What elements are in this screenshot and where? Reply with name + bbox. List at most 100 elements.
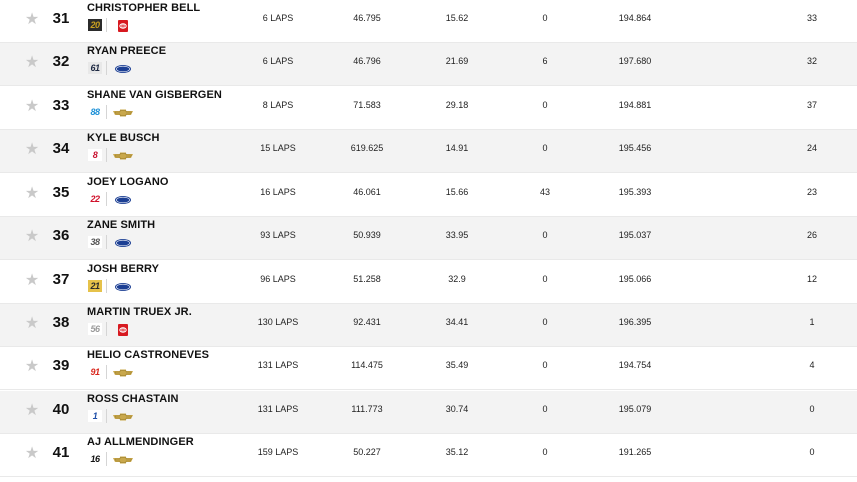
driver-name[interactable]: JOSH BERRY: [87, 263, 160, 275]
row-divider: [0, 346, 857, 347]
speed-cell: 195.066: [618, 274, 652, 284]
car-number-badge: 21: [88, 280, 102, 292]
speed-cell: 196.395: [618, 317, 652, 327]
speed-cell: 195.079: [618, 404, 652, 414]
favorite-star-icon[interactable]: ★: [24, 141, 40, 158]
points-cell: 32: [806, 56, 817, 66]
gap-cell: 33.95: [445, 230, 469, 240]
gap-cell: 30.74: [445, 404, 469, 414]
laps-led-cell: 0: [542, 230, 548, 240]
badge-divider: [106, 409, 107, 423]
row-divider: [0, 216, 857, 217]
badge-divider: [106, 235, 107, 249]
toyota-logo-icon: [112, 19, 134, 32]
laps-cell: 8 LAPS: [262, 100, 294, 110]
position: 40: [52, 401, 70, 418]
laps-led-cell: 0: [542, 404, 548, 414]
row-divider: [0, 389, 857, 390]
car-number-badge: 61: [88, 62, 102, 74]
badge-divider: [106, 105, 107, 119]
driver-name[interactable]: AJ ALLMENDINGER: [87, 436, 194, 448]
chevrolet-logo-icon: [112, 366, 134, 378]
speed-cell: 195.456: [618, 143, 652, 153]
car-number-badge: 88: [88, 106, 102, 118]
gap-cell: 15.62: [445, 13, 469, 23]
points-cell: 26: [806, 230, 817, 240]
favorite-star-icon[interactable]: ★: [24, 54, 40, 71]
time-cell: 619.625: [350, 143, 384, 153]
ford-logo-icon: [112, 62, 134, 74]
speed-cell: 191.265: [618, 447, 652, 457]
favorite-star-icon[interactable]: ★: [24, 272, 40, 289]
table-row: ★ 33 SHANE VAN GISBERGEN 88 8 LAPS 71.583 29.1…: [0, 87, 857, 130]
driver-name[interactable]: MARTIN TRUEX JR.: [87, 306, 192, 318]
favorite-star-icon[interactable]: ★: [24, 228, 40, 245]
speed-cell: 195.037: [618, 230, 652, 240]
laps-led-cell: 0: [542, 360, 548, 370]
time-cell: 46.795: [353, 13, 381, 23]
ford-logo-icon: [112, 193, 134, 205]
table-row: ★ 34 KYLE BUSCH 8 15 LAPS 619.625 14.91 0 195.45…: [0, 130, 857, 173]
speed-cell: 197.680: [618, 56, 652, 66]
driver-name[interactable]: RYAN PREECE: [87, 45, 167, 57]
points-cell: 24: [806, 143, 817, 153]
row-divider: [0, 172, 857, 173]
gap-cell: 14.91: [445, 143, 469, 153]
laps-led-cell: 6: [542, 56, 548, 66]
favorite-star-icon[interactable]: ★: [24, 402, 40, 419]
car-number-badge: 91: [88, 366, 102, 378]
driver-name[interactable]: CHRISTOPHER BELL: [87, 2, 201, 14]
speed-cell: 195.393: [618, 187, 652, 197]
badge-divider: [106, 18, 107, 32]
badge-divider: [106, 452, 107, 466]
car-number-badge: 8: [88, 149, 102, 161]
driver-name[interactable]: ROSS CHASTAIN: [87, 393, 179, 405]
favorite-star-icon[interactable]: ★: [24, 185, 40, 202]
position: 38: [52, 314, 70, 331]
table-row: ★ 41 AJ ALLMENDINGER 16 159 LAPS 50.227 35.12 0…: [0, 434, 857, 477]
position: 33: [52, 97, 70, 114]
laps-led-cell: 0: [542, 100, 548, 110]
driver-name[interactable]: SHANE VAN GISBERGEN: [87, 89, 222, 101]
position: 37: [52, 271, 70, 288]
favorite-star-icon[interactable]: ★: [24, 315, 40, 332]
points-cell: 0: [809, 404, 815, 414]
time-cell: 50.227: [353, 447, 381, 457]
car-number-badge: 22: [88, 193, 102, 205]
position: 31: [52, 10, 70, 27]
driver-name[interactable]: JOEY LOGANO: [87, 176, 169, 188]
driver-name[interactable]: ZANE SMITH: [87, 219, 156, 231]
car-number-badge: 56: [88, 323, 102, 335]
time-cell: 114.475: [351, 360, 383, 370]
badge-divider: [106, 148, 107, 162]
driver-name[interactable]: KYLE BUSCH: [87, 132, 160, 144]
favorite-star-icon[interactable]: ★: [24, 11, 40, 28]
chevrolet-logo-icon: [112, 453, 134, 465]
ford-logo-icon: [112, 236, 134, 248]
laps-cell: 6 LAPS: [262, 13, 294, 23]
favorite-star-icon[interactable]: ★: [24, 358, 40, 375]
position: 32: [52, 53, 70, 70]
driver-name[interactable]: HELIO CASTRONEVES: [87, 349, 210, 361]
position: 41: [52, 444, 70, 461]
points-cell: 37: [806, 100, 817, 110]
badge-divider: [106, 322, 107, 336]
laps-cell: 16 LAPS: [260, 187, 296, 197]
laps-led-cell: 0: [542, 317, 548, 327]
laps-cell: 93 LAPS: [260, 230, 296, 240]
position: 35: [52, 184, 70, 201]
favorite-star-icon[interactable]: ★: [24, 98, 40, 115]
laps-led-cell: 43: [539, 187, 550, 197]
laps-led-cell: 0: [542, 13, 548, 23]
laps-led-cell: 0: [542, 447, 548, 457]
table-row: ★ 32 RYAN PREECE 61 6 LAPS 46.796 21.69 6 197.68…: [0, 43, 857, 86]
row-divider: [0, 129, 857, 130]
points-cell: 0: [809, 447, 815, 457]
position: 36: [52, 227, 70, 244]
chevrolet-logo-icon: [112, 149, 134, 161]
laps-led-cell: 0: [542, 274, 548, 284]
gap-cell: 32.9: [448, 274, 466, 284]
favorite-star-icon[interactable]: ★: [24, 445, 40, 462]
car-number-badge: 16: [88, 453, 102, 465]
table-row: ★ 38 MARTIN TRUEX JR. 56 130 LAPS 92.431 34.41…: [0, 304, 857, 347]
